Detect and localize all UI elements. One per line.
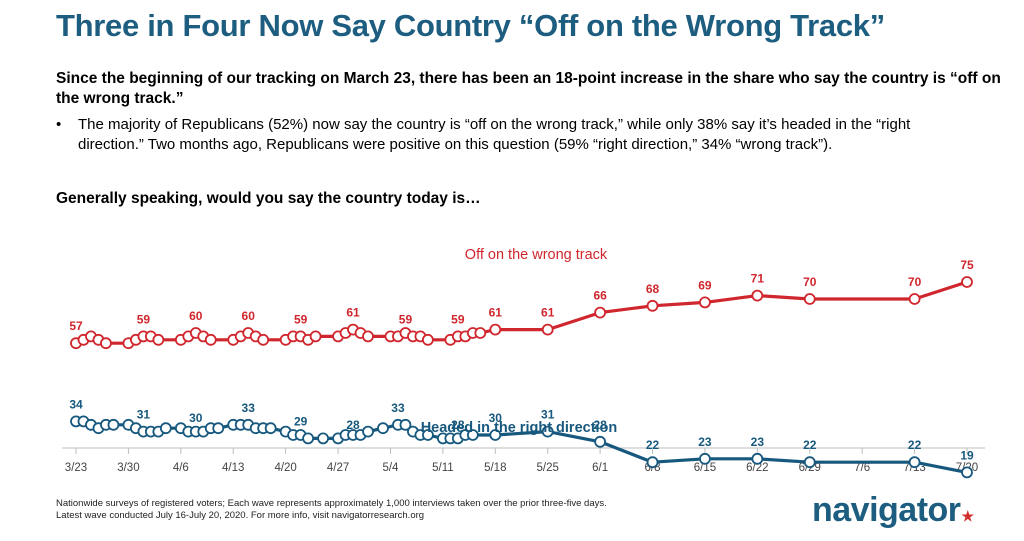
data-point — [377, 422, 389, 435]
logo-star-icon: ★ — [961, 508, 975, 524]
data-label: 60 — [189, 309, 203, 323]
data-label: 31 — [137, 408, 151, 422]
x-tick-label: 4/13 — [222, 462, 244, 474]
data-point — [399, 418, 412, 431]
data-label: 71 — [751, 272, 765, 286]
data-point — [961, 466, 973, 479]
data-label: 68 — [646, 282, 660, 296]
data-point — [751, 289, 764, 302]
data-point — [908, 456, 921, 469]
x-tick-label: 4/20 — [274, 462, 296, 474]
data-point — [422, 333, 434, 346]
data-point — [466, 429, 479, 441]
data-point — [107, 418, 120, 431]
data-point — [152, 333, 165, 346]
data-label: 22 — [646, 438, 660, 452]
navigator-logo: navigator★ — [812, 491, 974, 530]
data-label: 61 — [346, 306, 360, 320]
data-label: 28 — [346, 418, 360, 432]
data-label: 61 — [541, 306, 555, 320]
data-label: 70 — [908, 275, 922, 289]
data-point — [646, 456, 659, 469]
data-label: 23 — [698, 435, 712, 449]
data-label: 66 — [593, 289, 607, 303]
data-point — [908, 293, 921, 305]
data-point — [362, 425, 374, 438]
data-point — [961, 276, 973, 288]
data-point — [100, 337, 112, 350]
x-tick-label: 5/4 — [382, 462, 399, 474]
x-tick-label: 3/30 — [117, 462, 139, 474]
footnote-line-2: Latest wave conducted July 16-July 20, 2… — [56, 510, 425, 521]
data-point — [362, 330, 374, 343]
data-point — [309, 330, 322, 343]
x-tick-label: 6/15 — [694, 462, 716, 474]
bullet-text: The majority of Republicans (52%) now sa… — [78, 116, 911, 153]
data-point — [803, 293, 816, 305]
data-point — [474, 327, 487, 339]
data-point — [646, 299, 659, 312]
data-point — [751, 452, 764, 465]
data-label: 57 — [69, 319, 83, 333]
data-point — [594, 435, 607, 448]
x-tick-label: 5/25 — [537, 462, 559, 474]
logo-wordmark: navigator — [812, 491, 961, 529]
data-point — [212, 422, 225, 435]
data-label: 28 — [593, 418, 607, 432]
data-label: 59 — [451, 312, 465, 326]
data-label: 70 — [803, 275, 817, 289]
page-title: Three in Four Now Say Country “Off on th… — [56, 8, 885, 43]
data-label: 59 — [137, 312, 151, 326]
series-label-wrong-track: Off on the wrong track — [465, 247, 608, 263]
data-point — [264, 422, 277, 435]
data-label: 30 — [489, 411, 503, 425]
data-point — [204, 333, 217, 346]
x-tick-label: 6/1 — [592, 462, 608, 474]
x-tick-label: 5/11 — [432, 462, 454, 474]
data-label: 34 — [69, 397, 83, 411]
data-point — [594, 306, 607, 319]
data-point — [317, 432, 329, 445]
data-label: 59 — [399, 312, 413, 326]
data-label: 22 — [803, 438, 817, 452]
lead-text: Since the beginning of our tracking on M… — [56, 70, 1001, 107]
question-text: Generally speaking, would you say the co… — [56, 190, 481, 207]
data-point — [541, 323, 554, 336]
data-point — [699, 296, 711, 309]
x-tick-label: 4/6 — [173, 462, 189, 474]
x-tick-label: 7/6 — [854, 462, 870, 474]
footnote: Nationwide surveys of registered voters;… — [56, 498, 607, 522]
data-label: 60 — [242, 309, 256, 323]
x-tick-label: 4/27 — [327, 462, 349, 474]
data-label: 69 — [698, 278, 712, 292]
x-tick-label: 3/23 — [65, 462, 87, 474]
data-label: 29 — [294, 414, 308, 428]
data-label: 75 — [960, 258, 974, 272]
data-point — [803, 456, 816, 469]
data-label: 23 — [751, 435, 765, 449]
data-label: 33 — [242, 401, 256, 415]
footnote-line-1: Nationwide surveys of registered voters;… — [56, 498, 607, 509]
x-tick-label: 5/18 — [484, 462, 506, 474]
data-label: 33 — [391, 401, 405, 415]
data-label: 19 — [960, 448, 974, 462]
series-label-right-direction: Headed in the right direction — [421, 420, 618, 436]
data-label: 59 — [294, 312, 308, 326]
data-label: 31 — [541, 408, 555, 422]
data-label: 30 — [189, 411, 203, 425]
data-point — [489, 323, 502, 336]
data-point — [699, 452, 711, 465]
x-tick-label: 6/22 — [746, 462, 768, 474]
data-label: 22 — [908, 438, 922, 452]
data-point — [489, 429, 502, 441]
data-point — [422, 429, 434, 441]
data-label: 61 — [489, 306, 503, 320]
bullet-mark: • — [56, 116, 62, 133]
data-point — [257, 333, 270, 346]
data-point — [159, 422, 172, 435]
data-point — [541, 425, 554, 438]
data-point — [302, 432, 315, 445]
data-label: 28 — [451, 418, 465, 432]
